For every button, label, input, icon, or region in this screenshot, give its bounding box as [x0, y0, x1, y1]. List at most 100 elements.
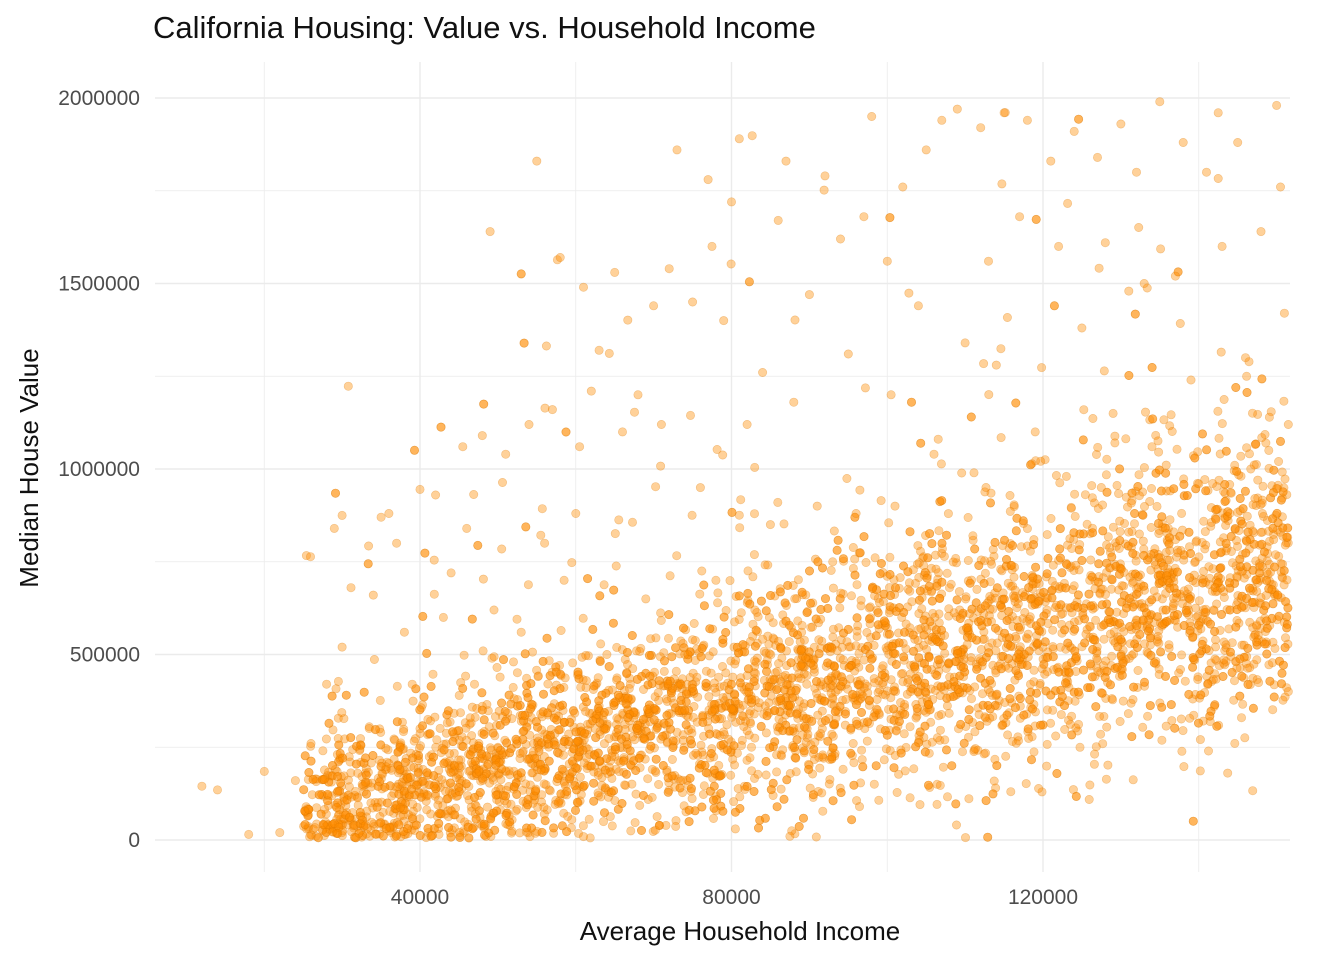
- data-point: [399, 816, 409, 826]
- data-point: [1047, 586, 1057, 596]
- data-point: [1256, 527, 1266, 537]
- data-point: [812, 688, 822, 698]
- data-point: [576, 682, 586, 692]
- data-point: [793, 644, 803, 654]
- data-point: [459, 650, 469, 660]
- data-point: [1019, 592, 1029, 602]
- data-point: [772, 802, 782, 812]
- data-point: [541, 780, 551, 790]
- data-point: [697, 802, 707, 812]
- data-point: [595, 656, 605, 666]
- data-point: [1165, 515, 1175, 525]
- data-point: [604, 662, 614, 672]
- data-point: [814, 635, 824, 645]
- data-point: [1177, 746, 1187, 756]
- data-point: [527, 702, 537, 712]
- data-point: [823, 658, 833, 668]
- data-point: [992, 583, 1002, 593]
- data-point: [1007, 611, 1017, 621]
- data-point: [890, 583, 900, 593]
- data-point: [1252, 620, 1262, 630]
- data-point: [1004, 708, 1014, 718]
- data-point: [852, 632, 862, 642]
- data-point: [1050, 615, 1060, 625]
- data-point: [1080, 638, 1090, 648]
- data-point: [327, 760, 337, 770]
- data-point: [537, 504, 547, 514]
- data-point: [922, 664, 932, 674]
- data-point: [429, 781, 439, 791]
- data-point: [395, 784, 405, 794]
- data-point: [1206, 619, 1216, 629]
- data-point: [442, 710, 452, 720]
- data-point: [761, 756, 771, 766]
- data-point: [936, 459, 946, 469]
- data-point: [516, 768, 526, 778]
- data-point: [679, 745, 689, 755]
- data-point: [1167, 651, 1177, 661]
- data-point: [1106, 680, 1116, 690]
- data-point: [682, 775, 692, 785]
- data-point: [699, 580, 709, 590]
- data-point: [1118, 696, 1128, 706]
- data-point: [585, 761, 595, 771]
- data-point: [376, 761, 386, 771]
- data-point: [1114, 489, 1124, 499]
- data-point: [635, 800, 645, 810]
- data-point: [1194, 596, 1204, 606]
- data-point: [338, 753, 348, 763]
- data-point: [749, 668, 759, 678]
- data-point: [804, 714, 814, 724]
- data-point: [792, 708, 802, 718]
- data-point: [847, 815, 857, 825]
- data-point: [855, 694, 865, 704]
- data-point: [826, 565, 836, 575]
- data-point: [806, 698, 816, 708]
- data-point: [324, 718, 334, 728]
- data-point: [871, 710, 881, 720]
- data-point: [1055, 642, 1065, 652]
- data-point: [1164, 539, 1174, 549]
- data-point: [704, 651, 714, 661]
- data-point: [607, 821, 617, 831]
- data-point: [1013, 736, 1023, 746]
- data-point: [919, 615, 929, 625]
- data-point: [511, 777, 521, 787]
- data-point: [988, 604, 998, 614]
- data-point: [865, 663, 875, 673]
- data-point: [789, 742, 799, 752]
- data-point: [877, 619, 887, 629]
- data-point: [1092, 449, 1102, 459]
- data-point: [1015, 693, 1025, 703]
- data-point: [512, 789, 522, 799]
- data-point: [554, 725, 564, 735]
- data-point: [910, 578, 920, 588]
- data-point: [1121, 434, 1131, 444]
- data-point: [310, 774, 320, 784]
- data-point: [1268, 705, 1278, 715]
- data-point: [833, 535, 843, 545]
- data-point: [869, 779, 879, 789]
- data-point: [439, 739, 449, 749]
- data-point: [857, 745, 867, 755]
- data-point: [311, 831, 321, 841]
- data-point: [1257, 374, 1267, 384]
- data-point: [1037, 363, 1047, 373]
- data-point: [583, 574, 593, 584]
- data-point: [619, 755, 629, 765]
- data-point: [1243, 679, 1253, 689]
- data-point: [1268, 488, 1278, 498]
- data-point: [1031, 214, 1041, 224]
- data-point: [1251, 439, 1261, 449]
- data-point: [935, 780, 945, 790]
- data-point: [1184, 689, 1194, 699]
- data-point: [1226, 651, 1236, 661]
- data-point: [985, 591, 995, 601]
- data-point: [828, 632, 838, 642]
- data-point: [832, 545, 842, 555]
- data-point: [527, 647, 537, 657]
- data-point: [1056, 710, 1066, 720]
- data-point: [323, 789, 333, 799]
- data-point: [623, 693, 633, 703]
- data-point: [939, 551, 949, 561]
